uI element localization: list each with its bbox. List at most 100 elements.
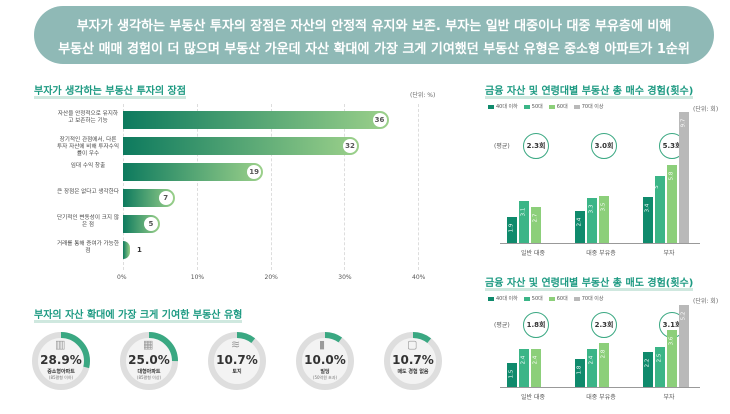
donut-value: 25.0%: [128, 353, 170, 367]
donut: ▦ 25.0% 대형아파트 (85평형 이상): [118, 330, 180, 392]
bar: [531, 349, 541, 387]
bar: [123, 163, 264, 181]
donut-value: 10.0%: [304, 353, 346, 367]
bar-value-label: 2.7: [532, 213, 539, 222]
bar: [507, 363, 517, 387]
gridline: [123, 104, 124, 270]
legend-swatch: [488, 104, 494, 109]
donut-slice: [32, 332, 90, 390]
bar-value-label: 1.5: [508, 369, 515, 379]
bar: [531, 206, 541, 243]
x-category-label: 일반 대중: [521, 250, 545, 257]
bar-value-label: 1: [136, 246, 142, 254]
donut-sublabel: (85평형 이하): [48, 375, 74, 380]
legend-label: 60대: [556, 296, 568, 302]
legend-label: 40대 이하: [496, 104, 518, 110]
bar-value-label: 3.1: [520, 207, 527, 217]
donut-slice: [208, 332, 266, 390]
bar-category-label: 거래를 통해 증여가 가능한 점: [57, 241, 119, 254]
legend-item: 40대 이하: [488, 295, 518, 302]
bar: [507, 217, 517, 243]
average-badge: 1.8회: [523, 312, 549, 338]
donut-slice: [120, 332, 178, 390]
donut-ring: [32, 332, 90, 390]
donut-sublabel: (85평형 이상): [136, 375, 162, 380]
gridline: [344, 104, 346, 270]
bar-value-label: 3.4: [644, 203, 651, 213]
bar: [519, 201, 529, 243]
donut: ▮ 10.0% 빌딩 (50억원 초과): [294, 330, 356, 392]
donut: ▢ 10.7% 매도 경험 없음: [382, 330, 444, 392]
sell-chart-unit: (단위: 회): [693, 298, 719, 305]
x-tick-label: 10%: [190, 274, 205, 281]
bar: [575, 358, 585, 387]
x-tick-label: 0%: [117, 274, 127, 281]
x-category-label: 대중 부유층: [586, 250, 616, 257]
bar-category-label: 단기적인 변동성이 크지 않은 점: [57, 215, 119, 228]
bar-value-label: 2.5: [656, 354, 663, 363]
legend-item: 50대: [523, 295, 543, 302]
legend-swatch: [523, 296, 530, 301]
bar-value-label: 2.4: [588, 355, 595, 365]
buy-avg-label: (평균): [494, 143, 510, 150]
bar: [599, 195, 609, 243]
bar: [575, 210, 585, 243]
bar: [587, 198, 597, 243]
donut-sublabel: (50억원 초과): [312, 375, 338, 380]
bar-value-label: 19: [247, 165, 262, 179]
sell-avg-label: (평균): [494, 322, 510, 329]
legend-swatch: [523, 104, 530, 109]
bar-value-label: 2.4: [576, 217, 583, 226]
bar-value-label: 2.8: [600, 349, 607, 359]
buy-chart-title: 금융 자산 및 연령대별 부동산 총 매수 경험(횟수): [485, 82, 694, 99]
left-chart-unit: (단위: %): [410, 92, 436, 99]
donut-category: 대형아파트: [137, 369, 161, 375]
legend-swatch: [548, 296, 555, 301]
building-icon: ▮: [319, 338, 326, 351]
legend-item: 50대: [523, 103, 543, 110]
legend-item: 70대 이상: [573, 295, 603, 302]
bar-value-label: 5.2: [680, 311, 687, 321]
donut-category: 중소형아파트: [47, 369, 75, 375]
bar-value-label: 5: [143, 217, 158, 231]
donut-ring: [208, 332, 266, 390]
legend-swatch: [573, 104, 580, 109]
donut: ≋ 10.7% 토지: [206, 330, 268, 392]
legend-label: 50대: [531, 104, 543, 110]
bar: [655, 175, 665, 243]
bar: [667, 164, 677, 243]
legend: 40대 이하 50대 60대 70대 이상: [488, 103, 609, 110]
bar: [519, 349, 529, 387]
donut-slice: [384, 332, 442, 390]
bar-value-label: 2.4: [532, 355, 539, 365]
x-tick-label: 40%: [412, 274, 426, 281]
legend-swatch: [488, 296, 494, 301]
x-tick-label: 20%: [264, 274, 278, 281]
x-axis: [500, 387, 700, 388]
bar: [123, 241, 131, 259]
building-icon: ▥: [55, 338, 66, 351]
x-category-label: 대중 부유층: [586, 394, 616, 401]
bar-value-label: 1.9: [508, 223, 515, 233]
donut-ring: [384, 332, 442, 390]
bar: [123, 111, 389, 129]
building-icon: ▦: [143, 338, 154, 351]
legend-item: 70대 이상: [573, 103, 603, 110]
bar-category-label: 자산을 안정적으로 유지하고 보존하는 기능: [57, 111, 119, 124]
bar-value-label: 3.6: [668, 336, 675, 346]
bar-value-label: 3.3: [588, 205, 595, 214]
left-chart-title: 부자가 생각하는 부동산 투자의 장점: [34, 82, 186, 99]
legend-label: 50대: [531, 296, 543, 302]
bar-value-label: 36: [372, 113, 387, 127]
bar: [679, 112, 689, 243]
bar: [655, 347, 665, 387]
donut-value: 10.7%: [392, 353, 434, 367]
headline-line-1: 부자가 생각하는 부동산 투자의 장점은 자산의 안정적 유지와 보존. 부자는…: [76, 19, 672, 34]
buy-chart-unit: (단위: 회): [693, 106, 719, 113]
building-icon: ≋: [231, 338, 241, 351]
bar: [643, 352, 653, 387]
bar-value-label: 5.8: [668, 171, 675, 181]
bar-value-label: 2.4: [520, 355, 527, 365]
donut-ring: [120, 332, 178, 390]
bar-value-label: 5: [653, 184, 660, 189]
